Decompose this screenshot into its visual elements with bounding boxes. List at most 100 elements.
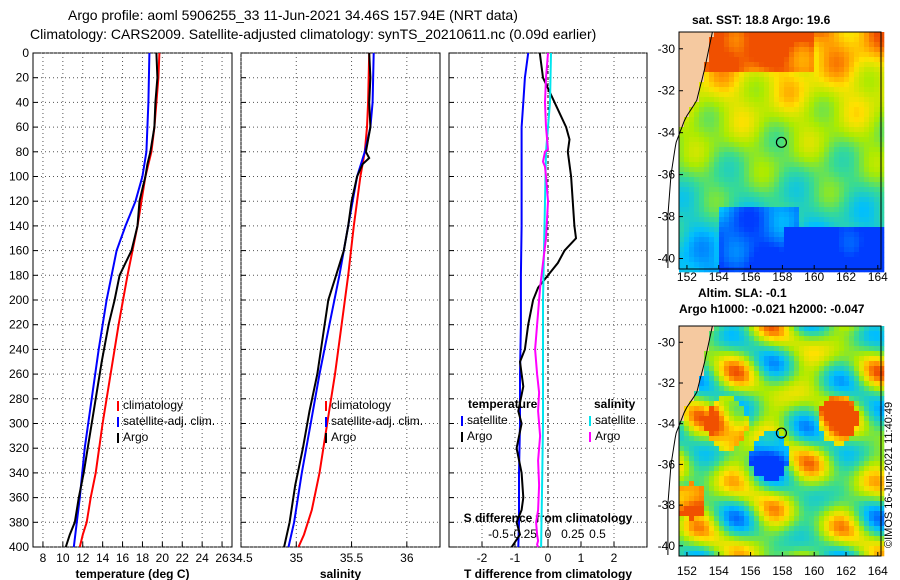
map-cell [689, 237, 695, 243]
map-cell [699, 421, 705, 427]
map-cell [714, 167, 720, 173]
map-cell [739, 127, 745, 133]
map-cell [774, 102, 780, 108]
map-cell [734, 496, 740, 502]
map-cell [819, 267, 825, 273]
map-cell [864, 92, 870, 98]
map-cell [734, 341, 740, 347]
map-cell [849, 511, 855, 517]
map-cell [854, 217, 860, 223]
map-cell [854, 326, 860, 332]
map-cell [864, 187, 870, 193]
map-cell [789, 227, 795, 233]
map-cell [754, 97, 760, 103]
map-cell [824, 172, 830, 178]
map-cell [864, 386, 870, 392]
map-cell [844, 167, 850, 173]
map-cell [744, 127, 750, 133]
map-cell [849, 441, 855, 447]
map-cell [724, 82, 730, 88]
map-cell [694, 32, 700, 38]
map-cell [809, 37, 815, 43]
map-cell [704, 536, 710, 542]
map-cell [699, 57, 705, 63]
map-cell [854, 516, 860, 522]
map-cell [739, 107, 745, 113]
map-cell [854, 57, 860, 63]
map-cell [879, 471, 885, 477]
map-cell [739, 436, 745, 442]
map-cell [864, 346, 870, 352]
map-cell [879, 551, 885, 557]
map-cell [804, 491, 810, 497]
map-cell [804, 486, 810, 492]
map-cell [804, 237, 810, 243]
map-cell [804, 212, 810, 218]
map-cell [824, 426, 830, 432]
map-cell [819, 77, 825, 83]
map-cell [754, 346, 760, 352]
map-cell [879, 396, 885, 402]
map-cell [764, 511, 770, 517]
map-cell [869, 172, 875, 178]
map-cell [844, 536, 850, 542]
map-cell [839, 107, 845, 113]
map-cell [724, 546, 730, 552]
map-cell [734, 62, 740, 68]
map-cell [719, 466, 725, 472]
map-cell [759, 521, 765, 527]
map-cell [879, 466, 885, 472]
map-cell [759, 471, 765, 477]
map-cell [739, 102, 745, 108]
map-cell [714, 52, 720, 58]
map-cell [739, 381, 745, 387]
map-cell [764, 92, 770, 98]
map-cell [814, 531, 820, 537]
legend-label: climatology [331, 398, 391, 412]
map-cell [734, 486, 740, 492]
map-cell [739, 366, 745, 372]
map-cell [804, 521, 810, 527]
map-cell [829, 551, 835, 557]
map-cell [749, 42, 755, 48]
map-cell [784, 476, 790, 482]
map-cell [804, 92, 810, 98]
map-cell [789, 102, 795, 108]
map-cell [744, 516, 750, 522]
map-cell [849, 187, 855, 193]
map-cell [734, 122, 740, 128]
map-cell [724, 461, 730, 467]
map-cell [779, 252, 785, 258]
map-cell [779, 42, 785, 48]
map-cell [779, 32, 785, 38]
map-cell [859, 501, 865, 507]
map-cell [779, 406, 785, 412]
map-cell [759, 162, 765, 168]
map-cell [824, 396, 830, 402]
map-cell [734, 451, 740, 457]
map-cell [859, 511, 865, 517]
map-cell [719, 546, 725, 552]
map-cell [744, 366, 750, 372]
map-cell [864, 162, 870, 168]
map-cell [739, 421, 745, 427]
map-cell [859, 162, 865, 168]
map-cell [749, 496, 755, 502]
map-cell [844, 481, 850, 487]
map-cell [754, 486, 760, 492]
map-cell [804, 247, 810, 253]
map-cell [714, 197, 720, 203]
map-cell [779, 501, 785, 507]
map-cell [819, 182, 825, 188]
map-cell [879, 401, 885, 407]
map-cell [809, 122, 815, 128]
map-cell [789, 536, 795, 542]
map-cell [789, 257, 795, 263]
map-cell [709, 232, 715, 238]
map-cell [819, 476, 825, 482]
map-cell [814, 376, 820, 382]
map-cell [799, 361, 805, 367]
map-cell [684, 122, 690, 128]
map-cell [864, 182, 870, 188]
map-cell [859, 167, 865, 173]
